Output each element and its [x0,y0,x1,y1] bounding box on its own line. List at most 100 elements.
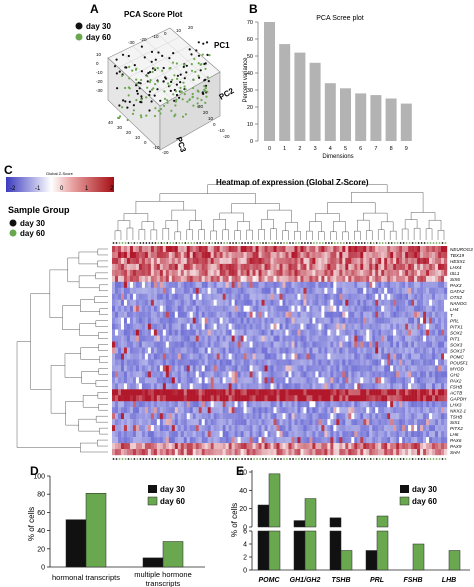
heatmap-cell [174,269,178,277]
heatmap-cell [363,317,367,324]
heatmap-cell [216,437,220,444]
heatmap-cell [114,299,119,306]
heatmap-cell [297,425,301,432]
heatmap-cell [126,275,131,283]
heatmap-cell [417,311,421,318]
heatmap-cell [426,269,430,277]
dendrogram-branch [30,293,52,390]
heatmap-cell [333,281,337,288]
heatmap-cell [153,329,158,336]
heatmap-cell [198,311,202,318]
legend-day60-marker [75,33,83,41]
sample-group-dot [157,242,160,244]
heatmap-cell [423,341,427,348]
heatmap-cell [168,371,173,378]
heatmap-cell [312,407,316,414]
heatmap-cell [417,383,421,390]
heatmap-cell [138,257,143,265]
heatmap-cell [420,383,424,390]
heatmap-cell [429,407,433,414]
heatmap-cell [399,413,403,420]
heatmap-cell [306,317,310,324]
heatmap-cell [255,437,259,444]
heatmap-cell [372,377,376,384]
pca-point-day30 [150,50,154,54]
heatmap-cell [354,293,358,300]
heatmap-cell [240,251,244,259]
sample-group-dot [223,242,226,244]
heatmap-cell [237,401,241,408]
pca-point-day60 [153,114,157,118]
heatmap-cell [297,383,301,390]
scree-title: PCA Scree plot [316,15,364,22]
heatmap-cell [360,365,364,372]
heatmap-cell [231,263,235,271]
heatmap-cell [342,317,346,324]
heatmap-cell [219,341,223,348]
heatmap-cell [177,317,181,324]
heatmap-cell [420,425,424,432]
heatmap-cell [438,246,442,253]
heatmap-cell [318,389,322,396]
heatmap-cell [141,377,146,384]
dendrogram-branch [171,209,196,221]
heatmap-cell [112,257,116,265]
sample-group-dot [196,458,199,460]
heatmap-cell [360,246,364,253]
gene-label: LHX3 [450,402,462,407]
sample-group-bar-bottom [112,458,447,460]
sample-group-dot [157,458,160,460]
heatmap-cell [192,305,196,312]
heatmap-cell [273,443,277,450]
heatmap-cell [201,275,205,283]
heatmap-cell [213,377,217,384]
heatmap-cell [126,377,131,384]
heatmap-cell [294,299,298,306]
heatmap-cell [327,401,331,408]
heatmap-cell [255,353,259,360]
d-bar [162,541,184,568]
heatmap-cell [441,347,445,354]
heatmap-cell [408,311,412,318]
heatmap-cell [408,401,412,408]
heatmap-cell [351,287,355,294]
heatmap-cell [246,437,250,444]
heatmap-cell [321,311,325,318]
heatmap-cell [303,443,307,450]
heatmap-cell [444,407,448,414]
heatmap-cell [150,257,155,265]
heatmap-cell [426,371,430,378]
heatmap-cell [195,281,199,288]
heatmap-cell [306,335,310,342]
gene-label: NANOG [450,301,467,306]
heatmap-cell [135,353,140,360]
pca-point-day30 [157,51,160,54]
heatmap-cell [228,437,232,444]
heatmap-cell [112,389,116,396]
heatmap-cell [222,353,226,360]
sample-group-dot [345,458,348,460]
heatmap-cell [129,305,134,312]
heatmap-cell [210,341,214,348]
heatmap-cell [234,353,238,360]
heatmap-cell [144,371,149,378]
heatmap-cell [285,257,289,265]
heatmap-cell [366,395,370,402]
heatmap-cell [372,365,376,372]
heatmap-cell [252,383,256,390]
heatmap-cell [180,431,184,438]
heatmap-cell [333,257,337,265]
pca-point-day60 [140,98,143,101]
heatmap-cell [246,281,250,288]
heatmap-cell [435,299,439,306]
heatmap-cell [231,431,235,438]
heatmap-cell [228,246,232,253]
heatmap-cell [408,353,412,360]
heatmap-cell [171,431,176,438]
heatmap-cell [144,347,149,354]
heatmap-cell [357,251,361,259]
heatmap-cell [282,335,286,342]
heatmap-cell [165,347,170,354]
heatmap-cell [324,431,328,438]
heatmap-cell [180,299,184,306]
